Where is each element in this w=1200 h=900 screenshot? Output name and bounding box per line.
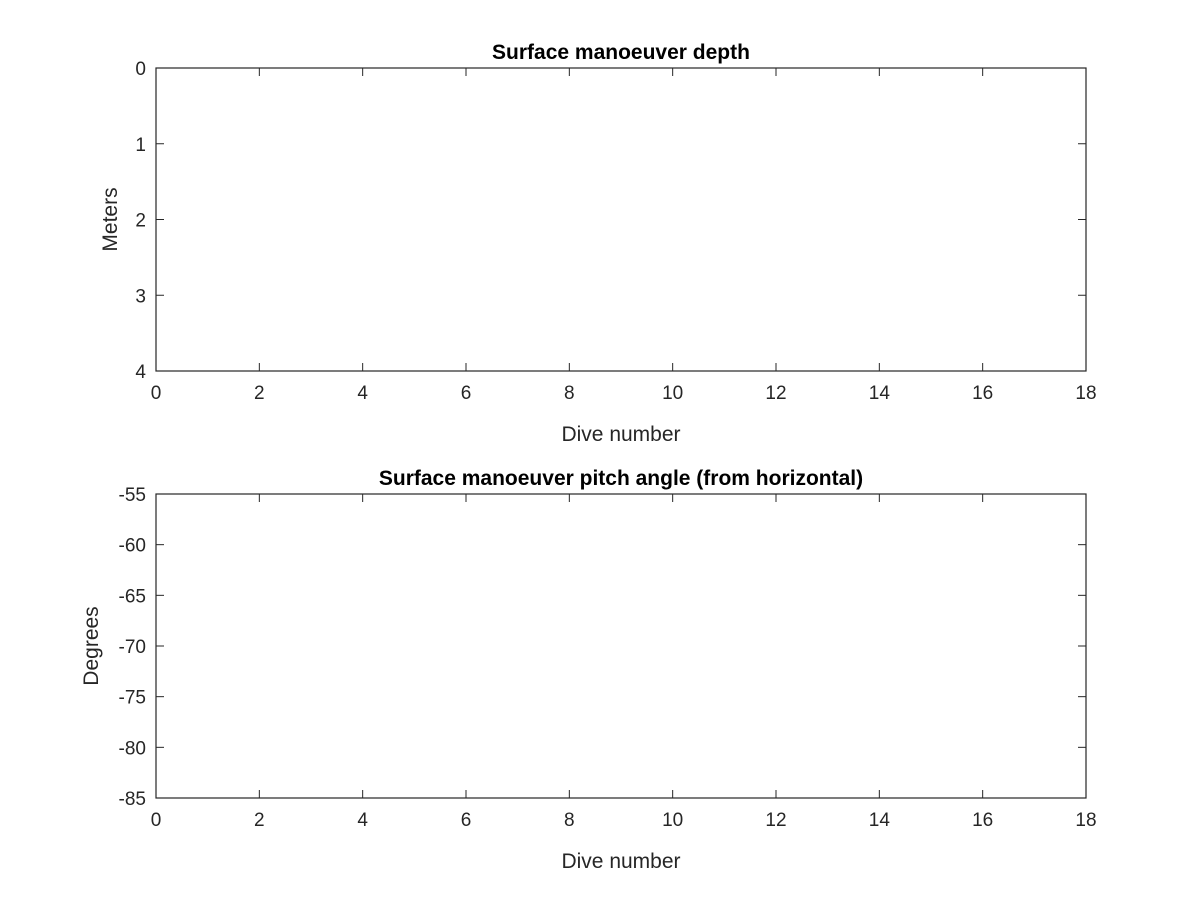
y-tick-label: -65 — [119, 586, 146, 607]
y-tick-label: -80 — [119, 738, 146, 759]
chart-title: Surface manoeuver pitch angle (from hori… — [379, 467, 863, 490]
y-tick-label: 2 — [135, 211, 146, 232]
x-tick-label: 14 — [869, 383, 891, 404]
y-tick-label: -85 — [119, 789, 146, 810]
y-tick-label: 3 — [135, 286, 146, 307]
y-tick-label: -60 — [119, 536, 146, 557]
x-axis-label: Dive number — [561, 850, 680, 873]
x-tick-label: 12 — [765, 810, 786, 831]
x-tick-label: 10 — [662, 810, 683, 831]
x-tick-label: 4 — [357, 810, 368, 831]
x-tick-label: 18 — [1075, 810, 1096, 831]
x-tick-label: 8 — [564, 383, 575, 404]
x-tick-label: 10 — [662, 383, 683, 404]
y-tick-label: 0 — [135, 59, 146, 80]
x-tick-label: 8 — [564, 810, 575, 831]
y-tick-label: -70 — [119, 637, 146, 658]
x-tick-label: 14 — [869, 810, 891, 831]
y-tick-label: -55 — [119, 485, 146, 506]
y-tick-label: 1 — [135, 135, 146, 156]
x-tick-label: 2 — [254, 810, 265, 831]
x-tick-label: 6 — [461, 810, 472, 831]
x-tick-label: 16 — [972, 810, 993, 831]
y-tick-label: -75 — [119, 688, 146, 709]
y-tick-label: 4 — [135, 362, 146, 383]
x-tick-label: 16 — [972, 383, 993, 404]
axes-box — [155, 493, 1087, 799]
x-tick-label: 2 — [254, 383, 265, 404]
x-tick-label: 0 — [151, 383, 162, 404]
y-axis-label: Degrees — [80, 606, 103, 685]
y-axis-label: Meters — [99, 187, 122, 251]
x-tick-label: 18 — [1075, 383, 1096, 404]
axes-box — [155, 67, 1087, 372]
chart-title: Surface manoeuver depth — [492, 41, 750, 64]
chart-2: 0 2 4 6 8 10 12 14 16 18 -85 -80 -75 -70 -65 -60 -55 Surf… — [80, 467, 1097, 873]
x-axis-label: Dive number — [561, 423, 680, 446]
x-tick-label: 12 — [765, 383, 786, 404]
x-tick-label: 6 — [461, 383, 472, 404]
x-tick-label: 0 — [151, 810, 162, 831]
x-tick-label: 4 — [357, 383, 368, 404]
